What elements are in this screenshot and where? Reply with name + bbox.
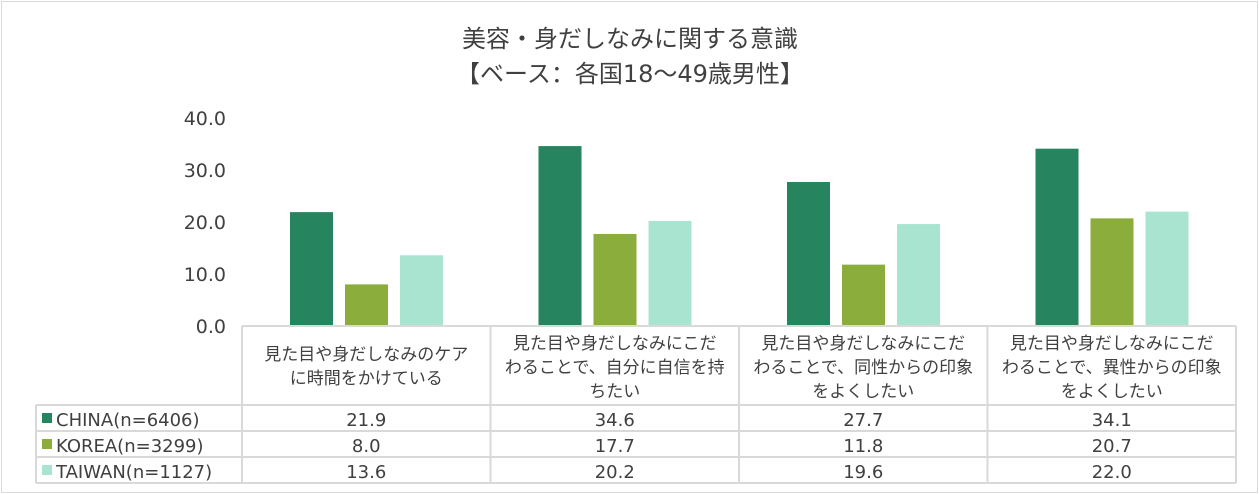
y-tick-label: 10.0 <box>184 264 226 286</box>
data-label: 22.0 <box>1092 462 1132 483</box>
bar-korea <box>1090 218 1134 326</box>
legend-label: TAIWAN(n=1127) <box>55 462 212 483</box>
bar-china <box>1035 148 1079 326</box>
data-label: 21.9 <box>346 410 386 431</box>
category-label: わることで、異性からの印象 <box>1002 358 1222 378</box>
y-tick-label: 30.0 <box>184 160 226 182</box>
category-label: に時間をかけている <box>290 369 443 389</box>
data-label: 17.7 <box>595 436 635 457</box>
data-label: 13.6 <box>346 462 386 483</box>
data-label: 20.7 <box>1092 436 1132 457</box>
data-label: 34.1 <box>1092 410 1132 431</box>
legend-swatch <box>42 439 52 449</box>
legend-swatch <box>42 413 52 423</box>
legend-label: CHINA(n=6406) <box>56 410 200 431</box>
bar-taiwan <box>400 255 443 326</box>
data-label: 8.0 <box>352 436 381 457</box>
bar-korea <box>345 284 388 326</box>
bar-korea <box>593 233 637 326</box>
category-label: わることで、同性からの印象 <box>753 358 973 378</box>
data-label: 27.7 <box>843 410 883 431</box>
chart-subtitle: 【ベース：各国18～49歳男性】 <box>456 60 804 88</box>
y-tick-label: 0.0 <box>196 316 226 338</box>
category-label: 見た目や身だしなみのケア <box>264 345 468 365</box>
bar-china <box>290 212 333 326</box>
category-label: わることで、自分に自信を持 <box>505 358 725 378</box>
bar-korea <box>842 264 885 326</box>
y-tick-label: 40.0 <box>184 108 226 130</box>
data-label: 20.2 <box>595 462 635 483</box>
bar-taiwan <box>1145 211 1189 326</box>
data-label: 19.6 <box>843 462 883 483</box>
category-label: 見た目や身だしなみにこだ <box>1010 334 1214 354</box>
bar-taiwan <box>648 220 692 326</box>
category-label: ちたい <box>589 382 640 402</box>
category-label: 見た目や身だしなみにこだ <box>513 334 717 354</box>
data-label: 11.8 <box>843 436 883 457</box>
bar-china <box>787 181 830 326</box>
category-label: 見た目や身だしなみにこだ <box>761 334 965 354</box>
legend-label: KOREA(n=3299) <box>56 436 204 457</box>
category-label: をよくしたい <box>1061 382 1163 402</box>
bar-taiwan <box>897 224 940 326</box>
category-label: をよくしたい <box>812 382 914 402</box>
chart-title: 美容・身だしなみに関する意識 <box>462 25 798 53</box>
data-label: 34.6 <box>595 410 635 431</box>
bar-china <box>538 146 582 326</box>
y-tick-label: 20.0 <box>184 212 226 234</box>
legend-swatch <box>42 465 52 475</box>
